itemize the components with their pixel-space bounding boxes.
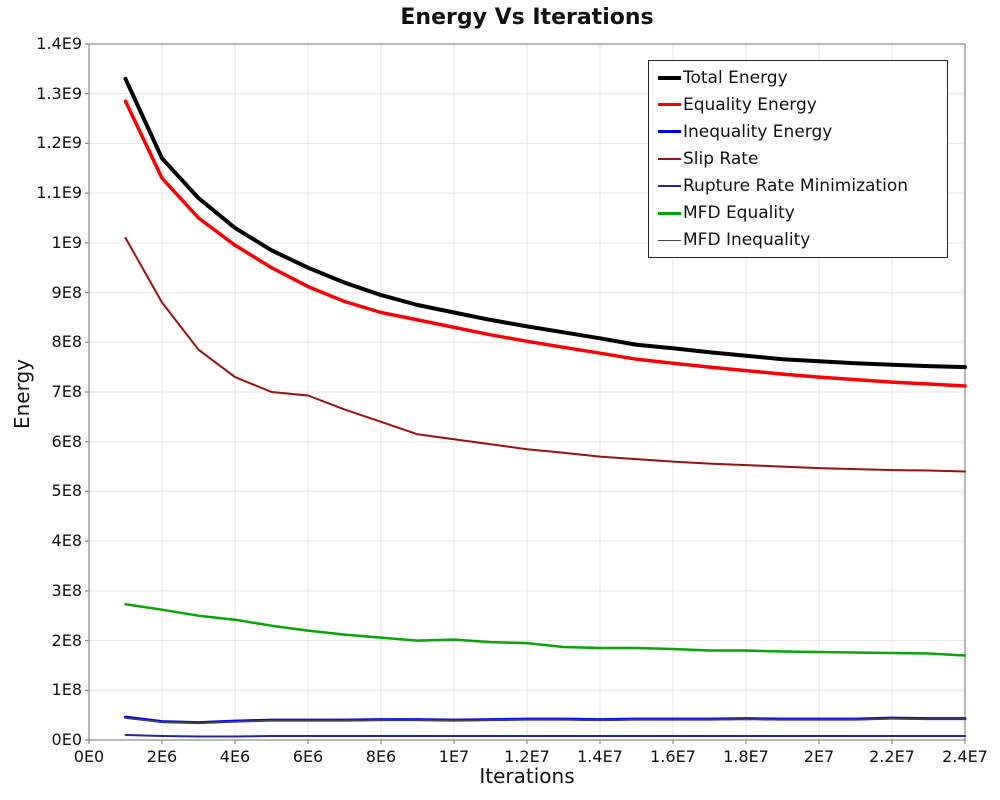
legend-item: Equality Energy: [649, 95, 947, 115]
x-axis-title: Iterations: [479, 764, 575, 788]
x-tick-label: 2.2E7: [869, 747, 915, 766]
legend-label: MFD Equality: [683, 203, 795, 224]
legend-item: Inequality Energy: [649, 122, 947, 142]
y-tick-label: 8E8: [51, 332, 82, 352]
legend-item: Slip Rate: [649, 149, 947, 169]
x-tick-label: 4E6: [219, 747, 251, 766]
y-tick-label: 4E8: [51, 531, 82, 551]
y-tick-label: 3E8: [51, 580, 82, 600]
y-tick-label: 7E8: [51, 382, 82, 401]
legend-label: Rupture Rate Minimization: [683, 176, 908, 197]
legend-item: MFD Equality: [649, 203, 947, 223]
x-tick-label: 1.6E7: [650, 747, 696, 766]
legend-swatch: [658, 75, 681, 80]
x-tick-label: 1.4E7: [577, 747, 623, 766]
x-tick-label: 1E7: [438, 747, 470, 766]
series-line-mfd-equality: [124, 603, 967, 657]
x-tick-label: 6E6: [292, 747, 324, 766]
y-tick-label: 9E8: [51, 282, 82, 302]
y-tick-label: 6E8: [51, 431, 82, 451]
y-tick-label: 2E8: [51, 630, 82, 650]
legend-swatch: [658, 157, 681, 160]
chart-title: Energy Vs Iterations: [400, 5, 654, 30]
legend-label: MFD Inequality: [683, 230, 811, 251]
y-tick-label: 1E9: [51, 232, 82, 252]
legend-item: MFD Inequality: [649, 230, 947, 250]
x-tick-label: 1.2E7: [504, 747, 550, 766]
y-tick-label: 1.3E9: [36, 83, 82, 103]
legend-swatch: [658, 239, 681, 242]
x-tick-label: 8E6: [365, 747, 397, 766]
series-line-rupture-rate-minimization: [124, 734, 966, 738]
legend: Total Energy Equality Energy Inequality En…: [648, 60, 948, 258]
legend-item: Total Energy: [649, 68, 947, 88]
x-tick-label: 0E0: [73, 747, 105, 766]
legend-label: Equality Energy: [683, 94, 817, 115]
series-line-slip-rate: [124, 236, 966, 473]
x-tick-label: 2E7: [803, 747, 835, 766]
y-tick-label: 1.2E9: [36, 133, 82, 153]
y-tick-label: 1E8: [51, 680, 82, 700]
legend-label: Inequality Energy: [683, 121, 833, 142]
x-tick-label: 1.8E7: [723, 747, 769, 766]
y-tick-label: 0E0: [51, 730, 82, 749]
legend-swatch: [658, 185, 681, 188]
legend-swatch: [658, 130, 681, 134]
x-tick-label: 2E6: [146, 747, 178, 766]
series-line-mfd-inequality: [124, 717, 966, 724]
series-line-equality-energy: [123, 99, 967, 388]
legend-item: Rupture Rate Minimization: [649, 176, 947, 196]
y-tick-label: 5E8: [51, 481, 82, 501]
legend-swatch: [658, 102, 681, 107]
y-tick-label: 1.4E9: [36, 34, 82, 53]
y-tick-label: 1.1E9: [36, 183, 82, 203]
legend-label: Total Energy: [683, 67, 788, 88]
legend-swatch: [658, 212, 681, 215]
series-line-total-energy: [123, 76, 967, 370]
x-tick-label: 2.4E7: [942, 747, 988, 766]
legend-label: Slip Rate: [683, 148, 759, 169]
